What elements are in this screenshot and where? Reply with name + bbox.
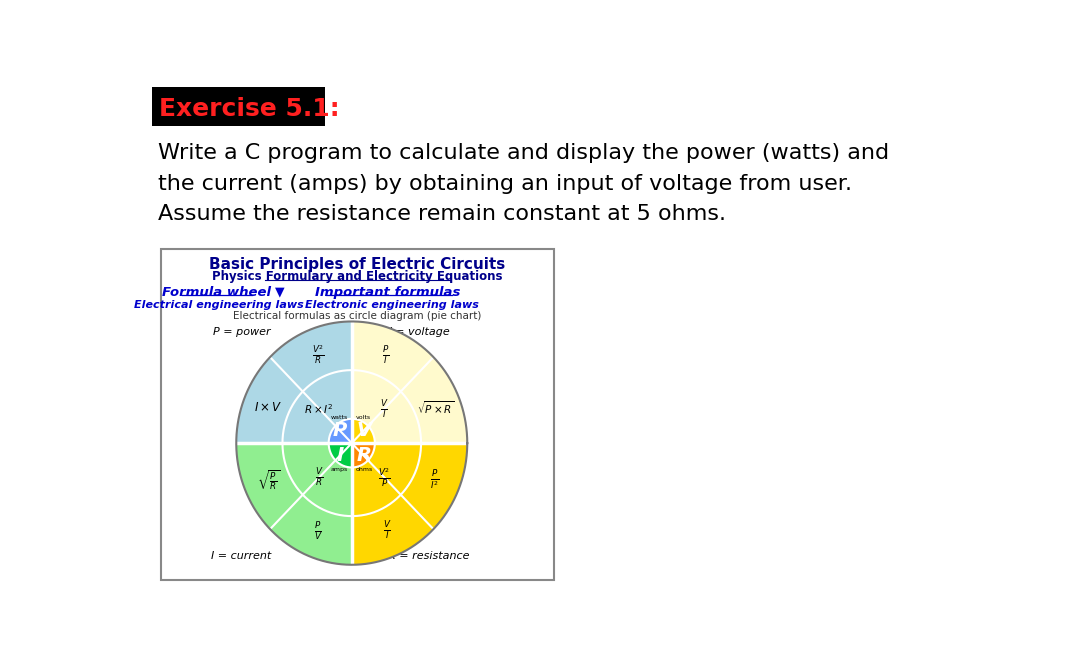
- Polygon shape: [328, 443, 352, 467]
- Text: $\frac{V}{R}$: $\frac{V}{R}$: [315, 467, 323, 489]
- Polygon shape: [352, 321, 468, 443]
- Text: Formula wheel: Formula wheel: [162, 286, 271, 299]
- Text: V: V: [356, 421, 372, 440]
- Text: $\frac{P}{I^2}$: $\frac{P}{I^2}$: [430, 469, 440, 492]
- Text: I = current: I = current: [211, 550, 271, 560]
- Text: $R \times I^2$: $R \times I^2$: [305, 402, 334, 416]
- Text: $I \times V$: $I \times V$: [254, 401, 283, 414]
- Text: Electrical engineering laws: Electrical engineering laws: [134, 300, 303, 310]
- Text: Physics Formulary and Electricity Equations: Physics Formulary and Electricity Equati…: [212, 270, 502, 284]
- Text: R = resistance: R = resistance: [388, 550, 470, 560]
- Text: P = power: P = power: [213, 327, 271, 337]
- Text: $\frac{V}{I}$: $\frac{V}{I}$: [380, 398, 389, 420]
- Polygon shape: [352, 419, 375, 443]
- Text: Electronic engineering laws: Electronic engineering laws: [305, 300, 478, 310]
- Text: $\sqrt{P \times R}$: $\sqrt{P \times R}$: [417, 399, 454, 416]
- Text: Electrical formulas as circle diagram (pie chart): Electrical formulas as circle diagram (p…: [233, 311, 482, 321]
- Text: R: R: [356, 446, 372, 465]
- Polygon shape: [328, 419, 352, 443]
- Text: $\frac{V}{I}$: $\frac{V}{I}$: [382, 519, 391, 541]
- Text: Write a C program to calculate and display the power (watts) and: Write a C program to calculate and displ…: [158, 143, 889, 163]
- Polygon shape: [237, 443, 352, 565]
- Text: ohms: ohms: [355, 467, 373, 471]
- Text: I: I: [336, 446, 343, 465]
- Text: P: P: [333, 421, 347, 440]
- Text: $\frac{P}{I}$: $\frac{P}{I}$: [382, 344, 389, 366]
- Polygon shape: [352, 443, 375, 467]
- Text: Basic Principles of Electric Circuits: Basic Principles of Electric Circuits: [210, 257, 505, 272]
- Text: the current (amps) by obtaining an input of voltage from user.: the current (amps) by obtaining an input…: [158, 173, 852, 194]
- FancyBboxPatch shape: [151, 88, 325, 126]
- Text: watts: watts: [332, 414, 349, 420]
- Polygon shape: [352, 443, 468, 565]
- Text: volts: volts: [356, 414, 372, 420]
- FancyBboxPatch shape: [161, 249, 554, 580]
- Text: V = voltage: V = voltage: [384, 327, 450, 337]
- Text: Important formulas: Important formulas: [315, 286, 461, 299]
- Text: Exercise 5.1:: Exercise 5.1:: [159, 97, 340, 121]
- Text: Assume the resistance remain constant at 5 ohms.: Assume the resistance remain constant at…: [158, 205, 726, 224]
- Polygon shape: [237, 321, 352, 443]
- Text: $\frac{P}{V}$: $\frac{P}{V}$: [314, 520, 322, 542]
- Text: $\frac{V^2}{P}$: $\frac{V^2}{P}$: [378, 467, 391, 489]
- Text: amps: amps: [332, 467, 349, 471]
- Text: ▼: ▼: [275, 286, 285, 299]
- Text: $\frac{V^2}{R}$: $\frac{V^2}{R}$: [312, 344, 324, 366]
- Text: $\sqrt{\frac{P}{R}}$: $\sqrt{\frac{P}{R}}$: [257, 468, 281, 492]
